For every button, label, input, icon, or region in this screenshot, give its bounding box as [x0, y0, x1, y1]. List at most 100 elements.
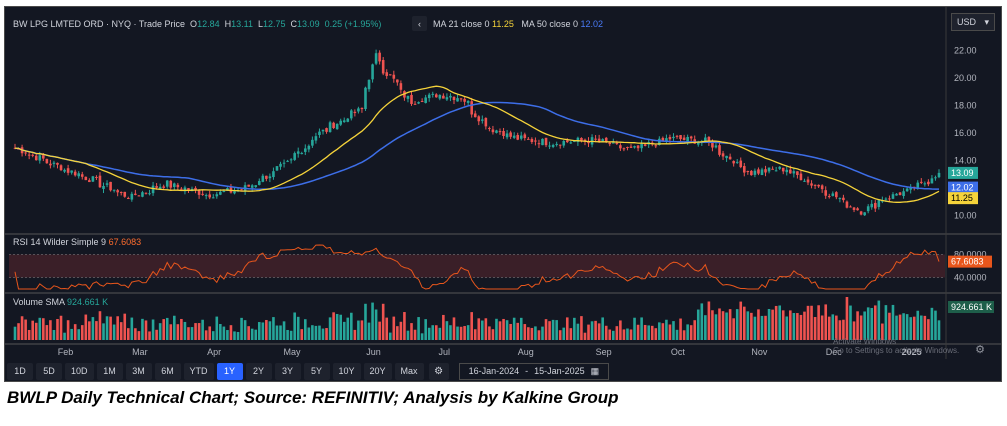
range-button-5d[interactable]: 5D — [36, 362, 62, 380]
ma50-badge-bg — [948, 181, 978, 194]
range-button-2y[interactable]: 2Y — [245, 362, 272, 380]
candle-body — [459, 98, 463, 100]
volume-bar — [49, 320, 52, 340]
range-button-20y[interactable]: 20Y — [363, 362, 392, 380]
volume-bar — [611, 330, 615, 340]
candle-body — [303, 148, 307, 152]
volume-bar — [335, 313, 339, 340]
range-button-10y[interactable]: 10Y — [332, 362, 361, 380]
volume-bar — [31, 320, 35, 340]
volume-bar — [229, 325, 233, 340]
volume-bar — [357, 320, 360, 340]
candle-body — [77, 173, 81, 177]
candle-body — [364, 87, 367, 109]
range-button-max[interactable]: Max — [394, 362, 424, 380]
ma21-label: MA 21 close 0 — [433, 19, 490, 29]
volume-bar — [275, 325, 279, 340]
volume-bar — [180, 318, 183, 340]
range-button-1d[interactable]: 1D — [7, 362, 33, 380]
range-button-1y[interactable]: 1Y — [216, 362, 243, 380]
volume-bar — [420, 333, 424, 340]
range-button-10d[interactable]: 10D — [65, 362, 94, 380]
range-button-3y[interactable]: 3Y — [274, 362, 301, 380]
volume-bar — [318, 325, 321, 340]
volume-bar — [80, 325, 84, 340]
volume-bar — [835, 315, 838, 340]
candle-body — [711, 142, 714, 148]
volume-bar — [240, 317, 243, 340]
candle-body — [576, 137, 580, 142]
volume-bar — [204, 330, 208, 340]
settings-gear-icon[interactable]: ⚙ — [975, 344, 985, 356]
volume-bar — [442, 314, 445, 340]
volume-bar — [477, 318, 481, 340]
candle-body — [820, 185, 824, 190]
volume-bar — [488, 326, 491, 340]
volume-bar — [831, 314, 835, 340]
candle-body — [165, 180, 169, 187]
candle-body — [569, 142, 573, 144]
candle-body — [562, 141, 566, 146]
volume-bar — [452, 317, 456, 340]
volume-bar — [116, 316, 119, 340]
candle-body — [254, 185, 258, 187]
volume-bar — [88, 321, 91, 340]
candle-body — [38, 155, 42, 161]
candle-body — [463, 98, 466, 102]
candle-body — [431, 93, 435, 95]
volume-bar — [286, 329, 289, 340]
candle-body — [49, 163, 52, 166]
volume-bar — [753, 316, 757, 340]
volume-bar — [360, 320, 364, 340]
volume-bar — [77, 329, 81, 340]
volume-bar — [548, 321, 551, 340]
collapse-legend-button[interactable]: ‹ — [412, 16, 427, 31]
candle-body — [601, 139, 604, 142]
candle-body — [353, 111, 357, 114]
range-button-6m[interactable]: 6M — [154, 362, 181, 380]
volume-bar — [27, 329, 31, 340]
candle-body — [180, 188, 183, 190]
candle-body — [866, 206, 870, 212]
volume-bar — [20, 316, 24, 340]
candle-body — [66, 168, 70, 173]
candle-body — [95, 176, 98, 178]
candle-body — [201, 193, 204, 195]
volume-bar — [95, 321, 98, 340]
date-range-picker[interactable]: 16-Jan-2024 - 15-Jan-2025 ▦ — [458, 362, 610, 380]
candle-body — [452, 96, 456, 101]
volume-bar — [629, 329, 633, 340]
volume-bar — [314, 325, 318, 340]
volume-bar — [176, 324, 180, 340]
volume-bar — [778, 305, 781, 340]
candle-body — [516, 134, 520, 140]
volume-bar — [424, 319, 427, 340]
candle-body — [438, 94, 442, 99]
currency-select[interactable]: USD ▾ — [951, 13, 995, 31]
range-button-5y[interactable]: 5Y — [303, 362, 330, 380]
rsi-legend: RSI 14 Wilder Simple 9 67.6083 — [13, 237, 141, 247]
volume-bar — [888, 312, 891, 340]
volume-bar — [413, 329, 417, 340]
chart-settings-gear-icon[interactable]: ⚙ — [428, 362, 449, 380]
candle-body — [930, 178, 934, 184]
candle-body — [718, 145, 721, 155]
candle-body — [162, 186, 165, 188]
volume-bar — [909, 317, 912, 340]
candle-body — [905, 188, 909, 192]
chevron-down-icon: ▾ — [984, 16, 989, 27]
volume-bar — [523, 324, 527, 340]
range-button-ytd[interactable]: YTD — [183, 362, 214, 380]
candle-body — [813, 184, 817, 186]
volume-bar — [201, 319, 204, 340]
range-button-3m[interactable]: 3M — [125, 362, 152, 380]
candle-body — [141, 192, 144, 197]
volume-value: 924.661 K — [67, 297, 109, 307]
volume-bar — [265, 319, 268, 340]
x-tick-label: Nov — [751, 347, 768, 357]
range-button-1m[interactable]: 1M — [96, 362, 123, 380]
volume-bar — [119, 322, 123, 340]
chart-frame: 22.0020.0018.0016.0014.0012.0010.00FebMa… — [4, 6, 1002, 382]
candle-body — [194, 187, 197, 191]
candle-body — [721, 153, 725, 157]
